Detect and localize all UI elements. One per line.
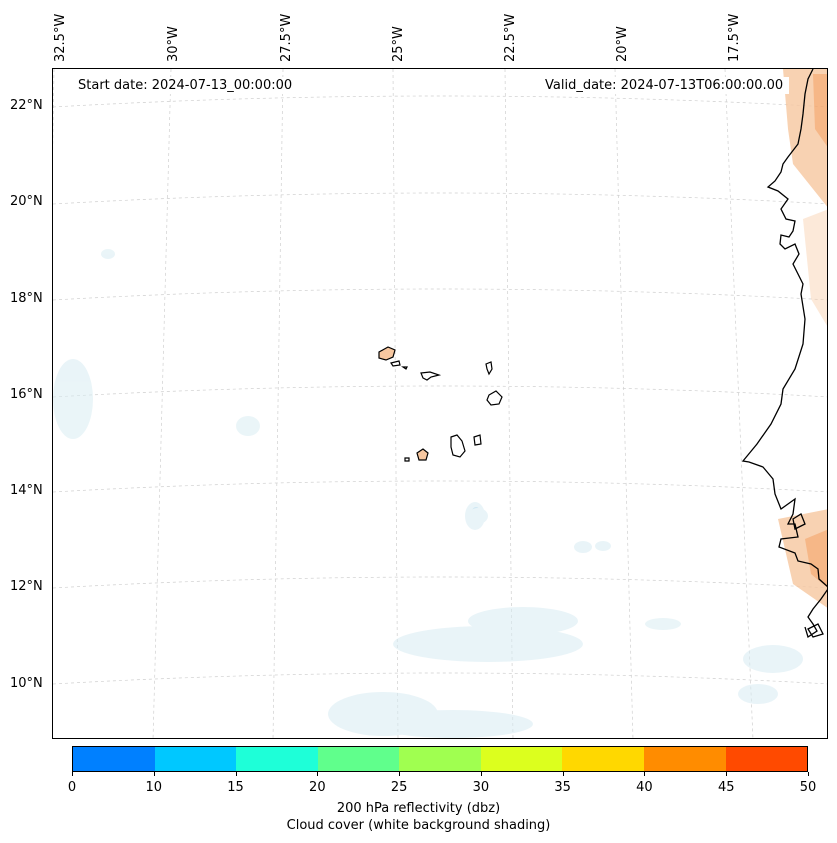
reflectivity-shading: [778, 69, 827, 608]
island-sao-nicolau: [420, 371, 442, 381]
island-fogo: [416, 448, 429, 461]
longitude-label: 32.5°W: [53, 13, 68, 62]
colorbar-tick-label: 20: [309, 780, 326, 795]
longitude-label: 22.5°W: [503, 13, 518, 62]
cloud-patch: [743, 645, 803, 673]
colorbar-tickmark: [317, 772, 319, 776]
latitude-label: 22°N: [10, 98, 43, 113]
colorbar-tick-label: 15: [227, 780, 244, 795]
cloud-patch: [468, 607, 578, 635]
colorbar-tick-label: 40: [636, 780, 653, 795]
coastline: [741, 69, 827, 639]
longitude-label: 17.5°W: [727, 13, 742, 62]
parallel-gridline: [53, 192, 827, 205]
colorbar-subtitle: Cloud cover (white background shading): [286, 818, 551, 833]
cloud-patch: [53, 359, 93, 439]
coast-south-segment: [804, 589, 827, 639]
latitude-label: 10°N: [10, 676, 43, 691]
longitude-label: 25°W: [391, 26, 406, 62]
colorbar-tickmark: [808, 772, 809, 776]
reflectivity-area-south-inner: [805, 529, 827, 588]
island-santo-antao: [378, 346, 396, 361]
valid-date-label: Valid_date: 2024-07-13T06:00:00.00: [539, 77, 790, 94]
parallel-gridline: [53, 576, 827, 589]
island-maio: [473, 434, 482, 446]
colorbar-tick-label: 50: [799, 780, 817, 795]
reflectivity-area-south: [778, 509, 827, 608]
colorbar-segment: [154, 747, 237, 771]
colorbar-tickmark: [399, 772, 401, 776]
island-santa-luzia: [401, 366, 408, 370]
cloud-cover: [53, 249, 803, 738]
latitude-label: 18°N: [10, 291, 43, 306]
cloud-patch: [373, 710, 533, 738]
colorbar-tick-label: 25: [390, 780, 408, 795]
cloud-patch: [595, 541, 611, 551]
colorbar-segment: [236, 747, 318, 771]
latitude-label: 14°N: [10, 483, 43, 498]
parallel-gridline: [53, 288, 827, 301]
colorbar-segment: [399, 747, 481, 771]
cape-verde-islands: [378, 346, 503, 462]
colorbar-segment: [562, 747, 644, 771]
meridian-gridline: [614, 69, 634, 738]
colorbar-segment: [317, 747, 400, 771]
meridian-gridline: [392, 69, 399, 738]
colorbar-tick-label: 45: [717, 780, 735, 795]
colorbar-tickmark: [72, 772, 73, 776]
latitude-label: 20°N: [10, 194, 43, 209]
cloud-patch: [574, 541, 592, 553]
map-panel: [52, 68, 828, 739]
colorbar-segment: [643, 747, 726, 771]
parallel-gridline: [53, 95, 827, 108]
parallel-gridline: [53, 385, 827, 398]
colorbar-segment: [73, 747, 155, 771]
island-sal: [485, 361, 493, 376]
start-date-label: Start date: 2024-07-13_00:00:00: [72, 77, 299, 94]
coast-island-1: [792, 513, 806, 530]
colorbar-tick-label: 30: [472, 780, 490, 795]
latitude-label: 16°N: [10, 387, 43, 402]
colorbar-title: 200 hPa reflectivity (dbz): [336, 801, 501, 816]
cloud-patch: [393, 626, 583, 662]
colorbar-tick-label: 0: [67, 780, 77, 795]
colorbar-tickmark: [235, 772, 237, 776]
cloud-patch: [645, 618, 681, 630]
colorbar-segment: [725, 747, 808, 771]
colorbar-tick-label: 35: [554, 780, 571, 795]
latitude-label: 12°N: [10, 579, 43, 594]
longitude-label: 20°W: [615, 26, 630, 62]
meridian-gridline: [724, 69, 754, 738]
colorbar-segment: [480, 747, 563, 771]
colorbar-tickmark: [153, 772, 155, 776]
parallel-gridline: [53, 672, 827, 685]
island-boa-vista: [486, 390, 503, 406]
reflectivity-area-east: [803, 209, 827, 326]
coast-bijagos: [807, 623, 824, 638]
reflectivity-area-north-inner: [813, 74, 827, 147]
longitude-label: 30°W: [166, 26, 181, 62]
cloud-patch: [101, 249, 115, 259]
cloud-patch: [468, 508, 488, 524]
island-brava: [404, 457, 410, 462]
parallel-gridline: [53, 480, 827, 493]
colorbar-tickmark: [644, 772, 646, 776]
island-santiago: [450, 434, 466, 458]
map-canvas: [53, 69, 827, 738]
longitude-label: 27.5°W: [279, 13, 294, 62]
cloud-patch: [236, 416, 260, 436]
colorbar: [72, 746, 808, 772]
meridian-gridline: [272, 69, 284, 738]
meridian-gridline: [152, 69, 172, 738]
colorbar-tickmark: [726, 772, 728, 776]
cloud-patch: [738, 684, 778, 704]
colorbar-tickmark: [562, 772, 564, 776]
colorbar-tickmark: [480, 772, 482, 776]
island-sao-vicente: [390, 360, 401, 367]
colorbar-tick-label: 10: [145, 780, 163, 795]
